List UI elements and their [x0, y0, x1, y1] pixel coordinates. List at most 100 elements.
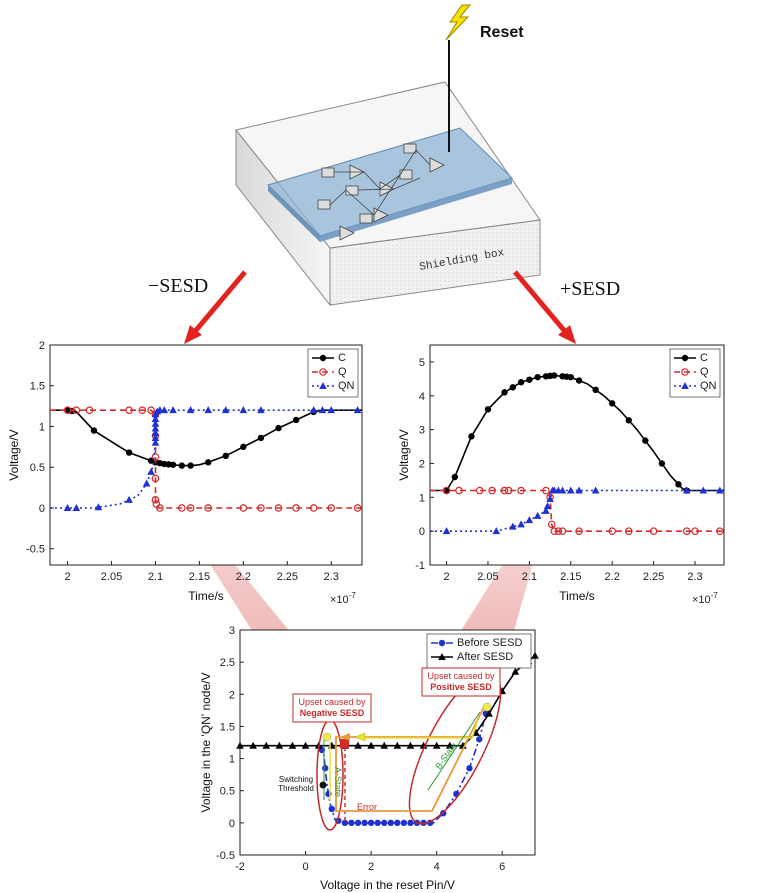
y-axis-label: Voltage/V: [7, 429, 21, 480]
data-point-q: [147, 406, 155, 414]
error-label: Error: [357, 802, 377, 812]
data-point-before-sesd: [407, 819, 414, 827]
x-tick-label: 2.2: [236, 571, 251, 583]
x-axis-exponent: ×10-7: [692, 591, 718, 606]
x-tick-label: 2.25: [643, 571, 664, 583]
data-point-c: [204, 459, 212, 466]
legend-marker: [319, 354, 327, 362]
x-tick-label: 2: [368, 861, 374, 873]
data-point-before-sesd: [387, 819, 394, 827]
legend: CQ QN: [307, 348, 359, 398]
data-point-qn: [221, 406, 230, 414]
data-point-before-sesd: [466, 765, 473, 772]
data-point-q: [691, 527, 699, 535]
data-point-qn: [442, 527, 451, 535]
legend: Before SESD After SESD: [426, 633, 532, 669]
y-tick-label: 0: [419, 526, 425, 538]
data-point-c: [526, 376, 533, 383]
data-point-before-sesd: [367, 819, 375, 827]
x-axis-label: Time/s: [559, 589, 595, 603]
arrow-positive-label: +SESD: [560, 278, 620, 300]
data-point-q: [125, 406, 133, 414]
data-point-after-sesd: [288, 741, 297, 749]
data-point-c: [187, 462, 194, 469]
data-point-before-sesd: [341, 819, 349, 827]
chart-negative-sesd: 2 2.05 2.1 2.15 2.2 2.25 2.3 -0.5 0 0.5 1 1.5 2 Time/…: [7, 340, 363, 606]
x-tick-label: 0: [302, 861, 308, 873]
data-point-qn: [566, 486, 575, 494]
data-point-qn: [147, 467, 155, 475]
data-point-qn: [160, 406, 169, 414]
data-point-q: [488, 486, 496, 495]
data-point-q: [558, 527, 567, 535]
data-point-after-sesd: [262, 741, 271, 749]
switching-threshold-line2: Threshold: [278, 784, 314, 793]
data-point-q: [63, 406, 72, 414]
x-tick-label: -2: [235, 861, 245, 873]
y-tick-label: 3: [419, 425, 425, 437]
error-marker: [340, 739, 349, 748]
pos-box: [421, 667, 501, 697]
legend-entry-after-sesd: After SESD: [457, 651, 513, 663]
data-point-c: [592, 386, 599, 394]
data-point-q: [500, 486, 509, 495]
data-point-before-sesd: [394, 819, 401, 827]
data-point-after-sesd: [419, 741, 428, 749]
data-point-q: [72, 406, 81, 414]
data-point-qn: [125, 495, 133, 503]
data-point-c: [551, 372, 558, 379]
data-point-before-sesd: [354, 819, 362, 827]
y-tick-label: -1: [415, 560, 425, 572]
data-point-q: [204, 504, 212, 512]
data-point-c: [484, 406, 492, 413]
series-line-q: [50, 409, 362, 509]
data-point-before-sesd: [400, 819, 408, 827]
reset-label: Reset: [480, 24, 524, 41]
data-point-q: [547, 520, 556, 529]
data-point-q: [151, 474, 160, 483]
x-tick-label: 2.15: [189, 571, 210, 583]
x-tick-label: 6: [499, 861, 505, 873]
x-tick-label: 4: [434, 861, 440, 873]
data-point-before-sesd: [361, 819, 368, 827]
data-point-after-sesd: [367, 741, 375, 749]
y-tick-label: -0.5: [216, 850, 235, 862]
legend-marker: [319, 368, 327, 376]
y-tick-label: 2.5: [220, 657, 235, 669]
data-point-before-sesd: [322, 765, 329, 772]
x-tick-label: 2.1: [522, 571, 537, 583]
lightning-icon: [445, 4, 472, 41]
legend-entry-before-sesd: Before SESD: [457, 637, 522, 649]
data-point-c: [567, 373, 574, 381]
data-point-after-sesd: [432, 741, 441, 749]
data-point-c: [642, 437, 649, 444]
data-point-before-sesd: [328, 805, 335, 813]
x-tick-label: 2.2: [605, 571, 620, 583]
y-tick-label: 0.5: [30, 462, 45, 474]
x-tick-label: 2.15: [560, 571, 581, 583]
data-point-q: [309, 504, 318, 512]
data-point-q: [575, 527, 583, 535]
legend-marker: [319, 382, 327, 389]
data-point-c: [575, 377, 583, 384]
data-point-q: [624, 527, 633, 535]
x-tick-label: 2.25: [277, 571, 298, 583]
data-point-c: [90, 427, 98, 434]
pos-box-line1: Upset caused by: [427, 671, 495, 681]
x-tick-label: 2.05: [101, 571, 122, 583]
legend-entry-qn: QN: [700, 380, 717, 392]
data-point-qn: [63, 503, 72, 511]
legend-entry-c: C: [700, 352, 708, 364]
y-tick-label: 2: [39, 340, 45, 352]
data-point-q: [239, 504, 248, 512]
y-tick-label: 1: [39, 421, 45, 433]
data-point-qn: [327, 406, 336, 414]
switching-threshold-line1: Switching: [279, 775, 313, 784]
data-point-after-sesd: [511, 667, 520, 675]
data-point-c: [509, 384, 517, 391]
y-axis-label: Voltage in the 'QN' node/V: [199, 672, 213, 812]
x-axis-label: Voltage in the reset Pin/V: [320, 878, 455, 892]
data-point-qn: [151, 415, 160, 423]
legend: CQ QN: [669, 348, 721, 398]
data-point-q: [716, 527, 724, 535]
